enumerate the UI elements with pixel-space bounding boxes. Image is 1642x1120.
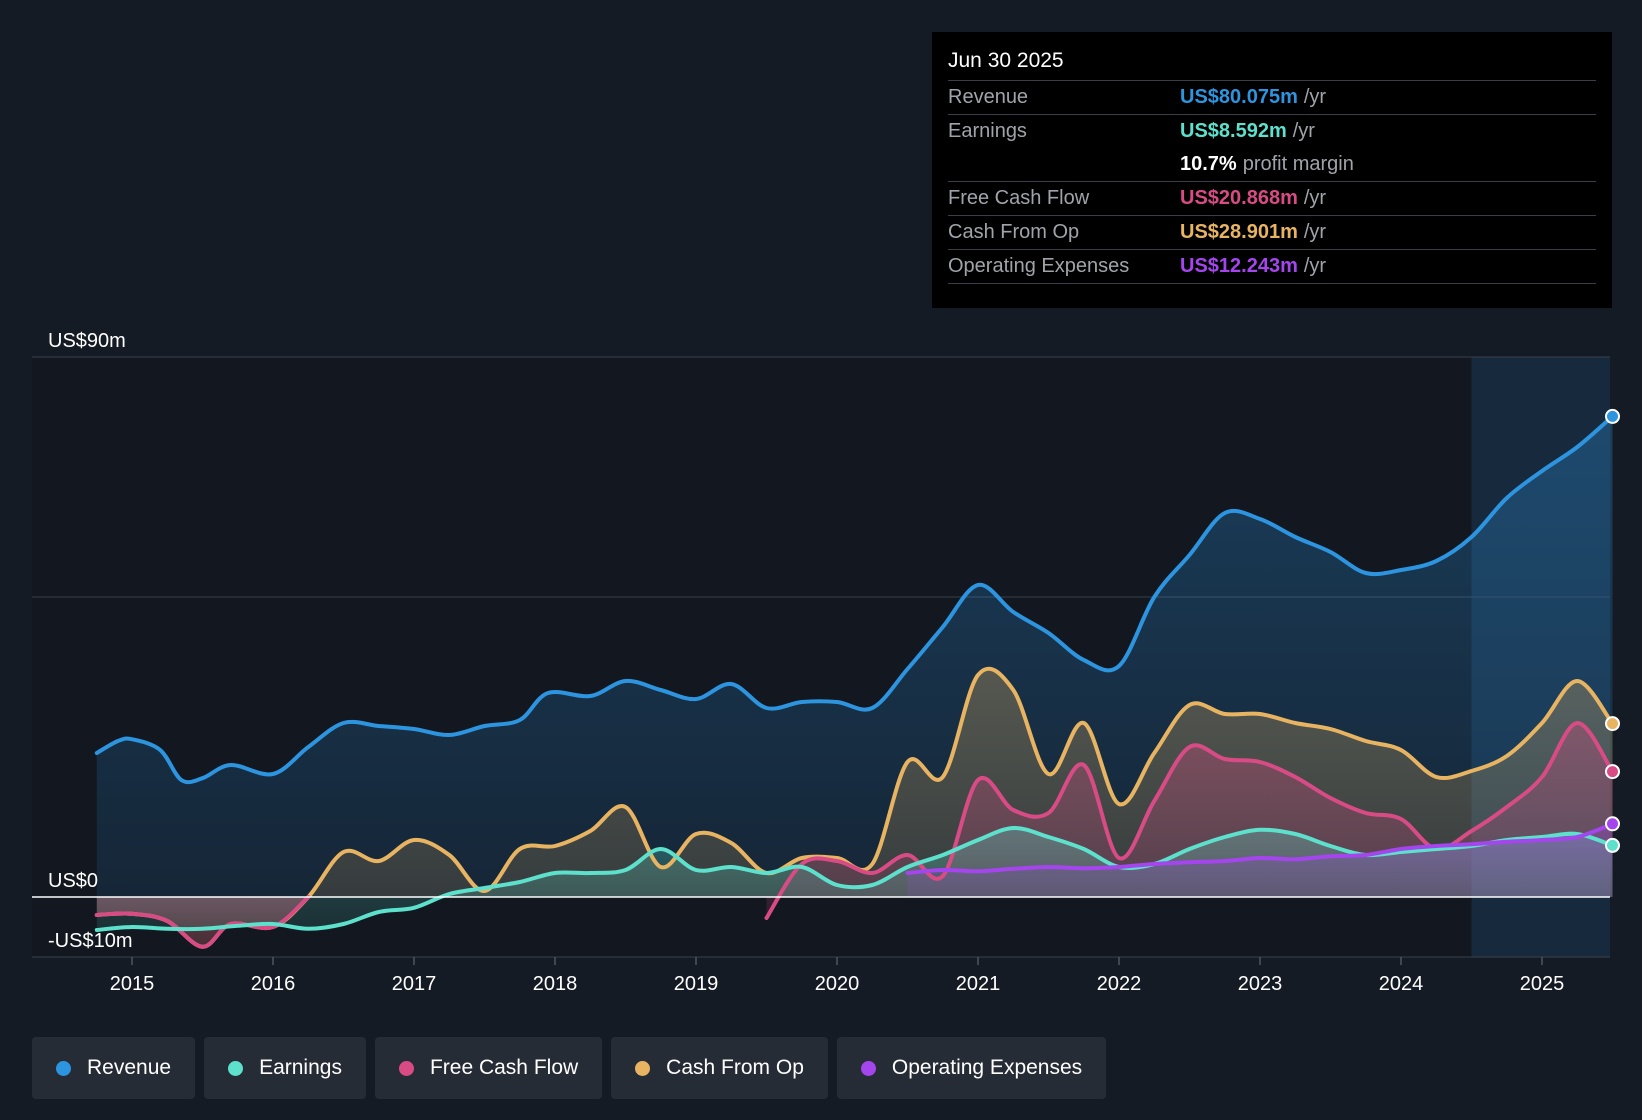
earnings-end-point[interactable] [1605,837,1620,853]
earnings-dot-icon [228,1060,244,1076]
x-axis-label: 2024 [1379,973,1424,995]
tooltip-value: US$28.901m [1180,221,1298,243]
cash-from-op-dot-icon [635,1060,651,1076]
x-axis-label: 2021 [956,973,1001,995]
x-axis-label: 2020 [815,973,860,995]
x-axis-label: 2016 [251,973,296,995]
cash-from-op-line [94,666,1615,949]
revenue-end-point[interactable] [1605,408,1620,424]
tooltip-value: US$8.592m [1180,120,1287,142]
tooltip-label: Revenue [948,86,1029,108]
legend: Revenue Earnings Free Cash Flow Cash Fro… [32,1037,1107,1099]
tooltip-date: Jun 30 2025 [948,49,1064,72]
y-axis-label: US$90m [48,330,126,352]
x-axis-label: 2015 [110,973,155,995]
tooltip-unit: /yr [1303,187,1327,209]
tooltip-value: 10.7% [1180,153,1237,175]
tooltip-panel: Jun 30 2025 Revenue US$80.075m /yr Earni… [932,32,1612,308]
operating-expenses-line [905,821,1615,875]
legend-label: Earnings [259,1056,342,1079]
tooltip-row-revenue: Revenue US$80.075m /yr [948,80,1596,114]
free-cash-flow-line [94,895,311,949]
tooltip-row-cash-from-op: Cash From Op US$28.901m /yr [948,215,1596,249]
x-axis-label: 2025 [1520,973,1565,995]
legend-item-revenue[interactable]: Revenue [32,1037,196,1099]
x-axis-label: 2018 [533,973,578,995]
tooltip-unit: /yr [1303,86,1327,108]
y-axis-label: US$0 [48,870,98,892]
legend-label: Revenue [87,1056,172,1079]
tooltip-label: Free Cash Flow [948,187,1090,209]
x-axis-label: 2019 [674,973,719,995]
tooltip-label: Earnings [948,120,1027,142]
tooltip-unit: profit margin [1242,153,1354,175]
free-cash-flow-end-point[interactable] [1605,764,1620,780]
legend-label: Operating Expenses [891,1056,1083,1079]
tooltip-row-operating-expenses: Operating Expenses US$12.243m /yr [948,249,1596,284]
revenue-dot-icon [56,1060,71,1076]
tooltip-row-profit-margin: 10.7% profit margin [948,148,1596,181]
tooltip-unit: /yr [1303,255,1327,277]
free-cash-flow-line [764,721,1615,920]
operating-expenses-dot-icon [860,1060,876,1076]
x-axis-label: 2017 [392,973,437,995]
free-cash-flow-dot-icon [398,1060,414,1076]
earnings-area [96,827,1613,930]
legend-item-free-cash-flow[interactable]: Free Cash Flow [374,1037,603,1099]
tooltip-row-earnings: Earnings US$8.592m /yr [948,114,1596,148]
tooltip-unit: /yr [1303,221,1327,243]
legend-label: Cash From Op [666,1056,804,1079]
tooltip-value: US$20.868m [1180,187,1298,209]
operating-expenses-end-point[interactable] [1605,816,1620,832]
revenue-line [94,414,1615,785]
legend-item-earnings[interactable]: Earnings [204,1037,366,1099]
tooltip-value: US$80.075m [1180,86,1298,108]
legend-label: Free Cash Flow [429,1056,579,1079]
legend-item-operating-expenses[interactable]: Operating Expenses [836,1037,1107,1099]
tooltip-label: Operating Expenses [948,255,1130,277]
tooltip-unit: /yr [1292,120,1315,142]
x-axis-label: 2022 [1097,973,1142,995]
legend-item-cash-from-op[interactable]: Cash From Op [611,1037,828,1099]
tooltip-label: Cash From Op [948,221,1080,243]
cash-from-op-end-point[interactable] [1605,716,1620,732]
tooltip-label [948,148,1180,181]
tooltip-value: US$12.243m [1180,255,1298,277]
operating-expenses-area [907,823,1613,897]
x-axis-label: 2023 [1238,973,1283,995]
tooltip-row-free-cash-flow: Free Cash Flow US$20.868m /yr [948,181,1596,215]
y-axis-label: -US$10m [48,930,132,952]
